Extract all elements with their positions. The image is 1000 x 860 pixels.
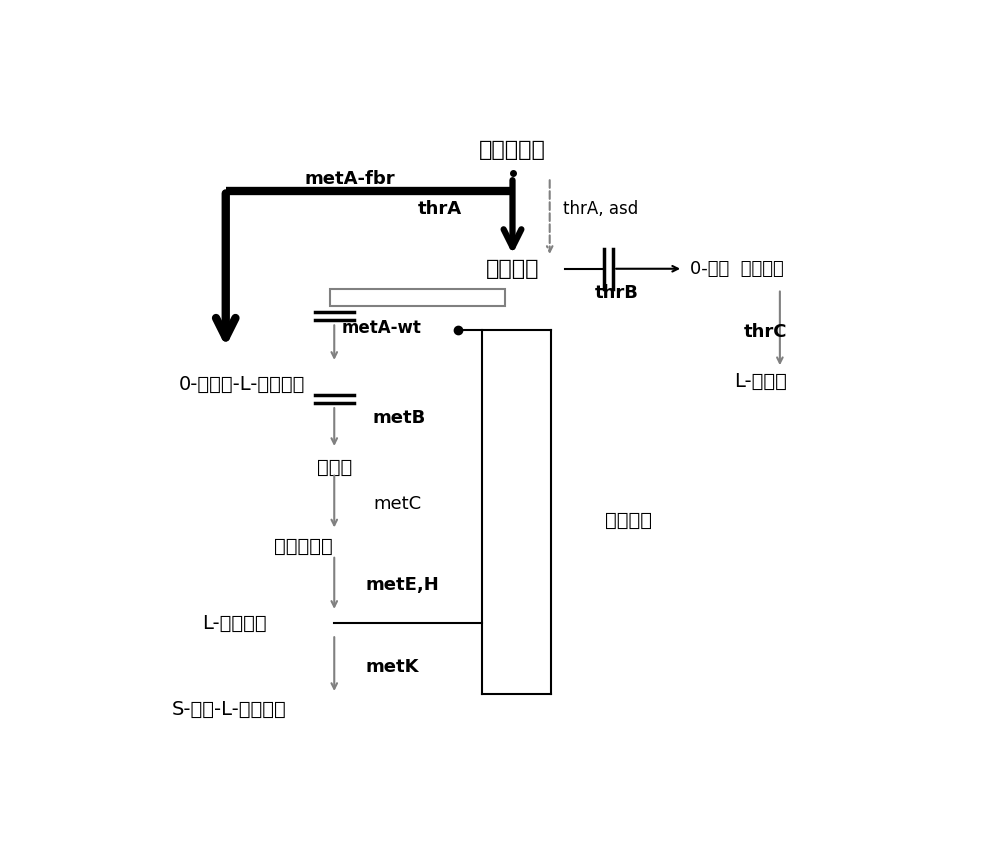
Text: metB: metB (373, 408, 426, 427)
FancyBboxPatch shape (330, 289, 505, 306)
Text: metA-fbr: metA-fbr (304, 170, 395, 188)
Text: thrA, asd: thrA, asd (563, 200, 638, 218)
Text: thrA: thrA (418, 200, 462, 218)
Text: 0-磷酸  高丝氨酸: 0-磷酸 高丝氨酸 (690, 260, 784, 278)
Text: L-甲硫氨酸: L-甲硫氨酸 (202, 613, 267, 632)
Text: 高半胱氨酸: 高半胱氨酸 (274, 538, 333, 556)
Text: L-苏氨酸: L-苏氨酸 (734, 372, 787, 390)
Text: thrB: thrB (595, 284, 639, 302)
Text: 胱硫醚: 胱硫醚 (317, 458, 352, 477)
Text: S-腺苷-L-甲硫氨酸: S-腺苷-L-甲硫氨酸 (172, 700, 286, 719)
Text: metA-wt: metA-wt (342, 319, 422, 337)
Text: 0-琥珀酰-L-高丝氨酸: 0-琥珀酰-L-高丝氨酸 (179, 375, 306, 394)
Text: metC: metC (373, 494, 421, 513)
Text: metE,H: metE,H (365, 576, 439, 594)
Text: metK: metK (365, 659, 419, 677)
Text: 反馈抑制: 反馈抑制 (605, 511, 652, 530)
Text: 高丝氨酸: 高丝氨酸 (486, 259, 539, 279)
Text: thrC: thrC (743, 322, 787, 341)
Text: 天冬氨酸盐: 天冬氨酸盐 (479, 139, 546, 160)
